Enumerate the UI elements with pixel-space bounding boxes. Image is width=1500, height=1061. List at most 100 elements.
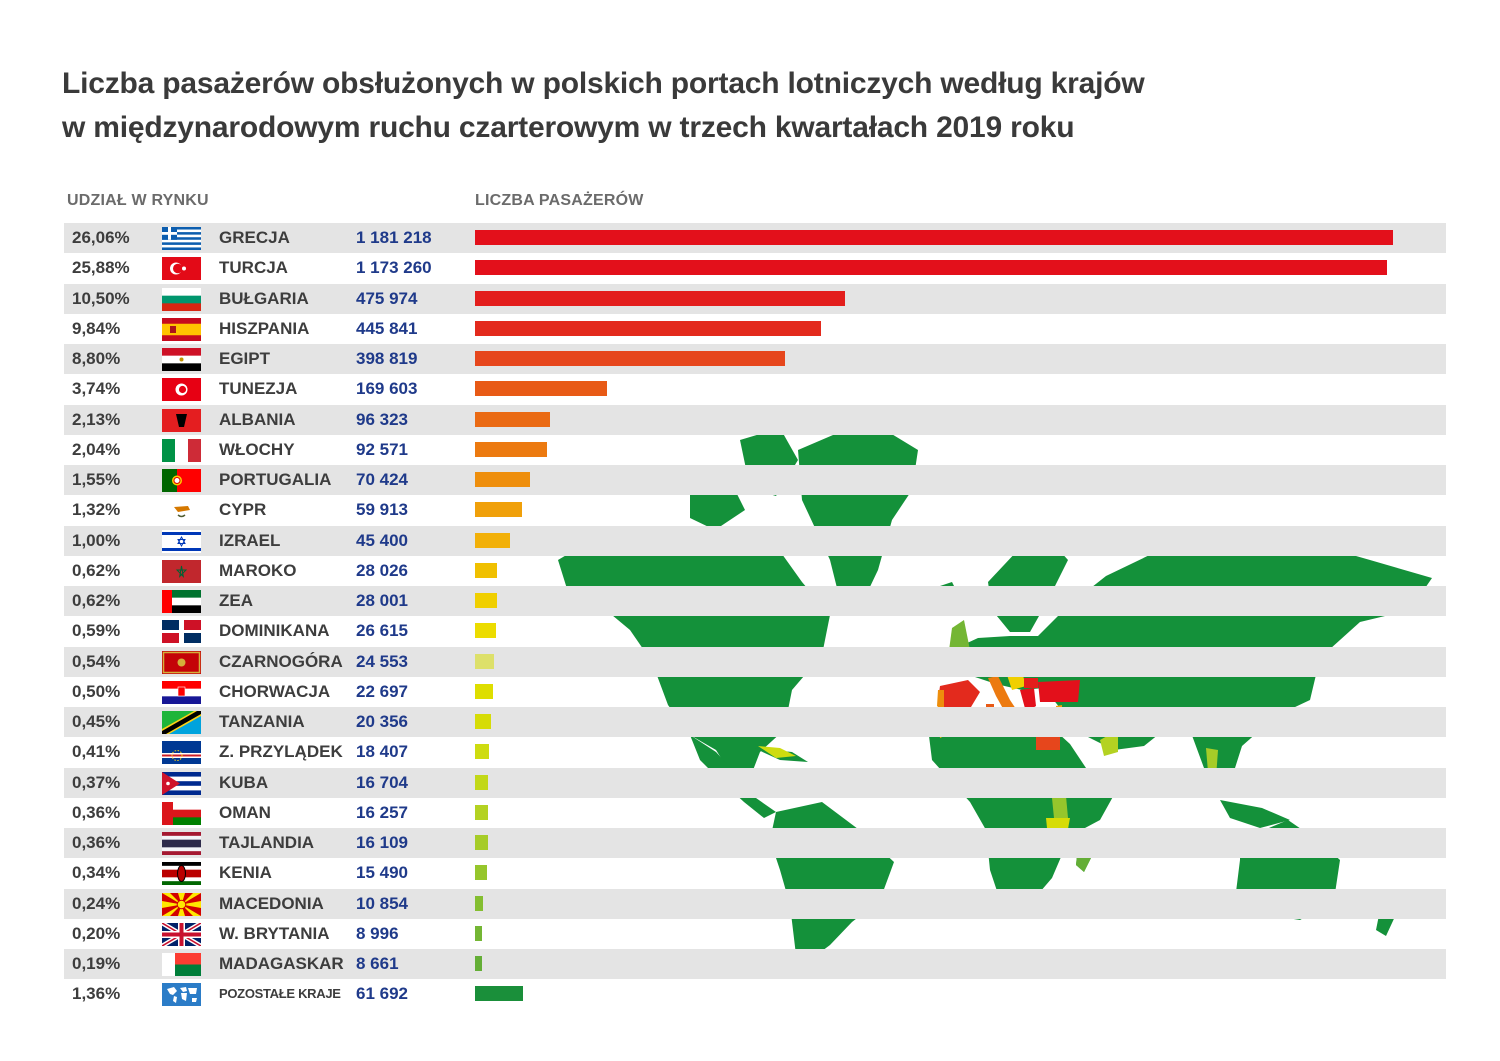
market-share-label: 2,13% (72, 409, 121, 429)
passenger-count-label: 70 424 (356, 470, 408, 489)
market-share-label: 1,00% (72, 530, 121, 550)
world-map-icon (162, 983, 201, 1007)
bar-me (475, 653, 494, 669)
market-share-label: 0,19% (72, 954, 121, 973)
country-label: WŁOCHY (219, 439, 295, 459)
flag-icon-tn (162, 378, 201, 402)
market-share-label: 8,80% (72, 349, 121, 368)
market-share-label: 25,88% (72, 258, 130, 278)
bar-bg (475, 290, 845, 306)
bar-cv (475, 744, 489, 760)
chart-title: Liczba pasażerów obsłużonych w polskich … (62, 62, 1362, 150)
chart-rows: 26,06% GRECJA 1 181 218 25,88% TURCJA 1 173 2… (64, 223, 1446, 1010)
table-row: 0,19% MADAGASKAR 8 661 (64, 949, 1446, 980)
passenger-count-label: 18 407 (356, 742, 408, 762)
table-row: 0,37% KUBA 16 704 (64, 767, 1446, 798)
table-row: 25,88% TURCJA 1 173 260 (64, 253, 1446, 283)
flag-icon-eg (162, 348, 201, 371)
country-label: MADAGASKAR (219, 954, 344, 973)
market-share-label: 3,74% (72, 379, 121, 399)
bar-il (475, 532, 510, 548)
passenger-count-label: 26 615 (356, 621, 408, 641)
flag-icon-mg (162, 953, 201, 976)
country-label: ALBANIA (219, 409, 296, 429)
flag-icon-hr (162, 680, 201, 704)
flag-icon-it (162, 438, 201, 462)
country-label: TAJLANDIA (219, 833, 315, 852)
passenger-count-label: 10 854 (356, 893, 408, 913)
map-iberia (938, 680, 980, 712)
bar-om (475, 804, 488, 820)
market-share-label: 0,50% (72, 681, 121, 701)
market-share-label: 26,06% (72, 228, 130, 247)
bar-cy (475, 502, 522, 518)
table-row: 26,06% GRECJA 1 181 218 (64, 223, 1446, 254)
bar-al (475, 411, 550, 427)
bar-es (475, 320, 821, 336)
passenger-count-label: 28 001 (356, 591, 408, 610)
flag-icon-do (162, 620, 201, 644)
bar-pt (475, 472, 530, 487)
table-row: 1,36% POZOSTAŁE KRAJE 61 692 (64, 979, 1446, 1009)
bar-mk (475, 895, 483, 911)
table-row: 0,50% CHORWACJA 22 697 (64, 677, 1446, 707)
flag-icon-me (162, 650, 201, 674)
map-turkey (1038, 680, 1080, 702)
passenger-count-label: 16 704 (356, 772, 408, 792)
table-row: 0,59% DOMINIKANA 26 615 (64, 616, 1446, 646)
market-share-label: 0,36% (72, 802, 121, 822)
table-row: 0,34% KENIA 15 490 (64, 858, 1446, 888)
market-share-label: 0,45% (72, 712, 121, 731)
title-line-2: w międzynarodowym ruchu czarterowym w tr… (62, 111, 1075, 144)
market-share-label: 0,59% (72, 621, 121, 641)
country-label: MACEDONIA (219, 893, 324, 913)
table-row: 0,20% W. BRYTANIA 8 996 (64, 919, 1446, 949)
country-label: EGIPT (219, 349, 271, 368)
table-row: 0,62% MAROKO 28 026 (64, 556, 1446, 586)
country-label: MAROKO (219, 560, 297, 580)
country-label: Z. PRZYLĄDEK (219, 742, 343, 762)
market-share-label: 0,36% (72, 833, 121, 852)
map-portugal (937, 690, 944, 712)
table-row: 8,80% EGIPT 398 819 (64, 344, 1446, 375)
passenger-count-label: 96 323 (356, 409, 408, 429)
table-row: 0,62% ZEA 28 001 (64, 586, 1446, 617)
flag-icon-pt (162, 469, 201, 492)
flag-icon-cu (162, 771, 201, 795)
passenger-count-label: 20 356 (356, 712, 408, 731)
bar-th (475, 835, 488, 850)
flag-icon-gr (162, 227, 201, 250)
country-label: BUŁGARIA (219, 288, 309, 308)
table-row: 0,54% CZARNOGÓRA 24 553 (64, 646, 1446, 677)
table-row: 3,74% TUNEZJA 169 603 (64, 374, 1446, 404)
market-share-label: 0,20% (72, 923, 121, 943)
country-label: W. BRYTANIA (219, 923, 330, 943)
table-row: 0,36% TAJLANDIA 16 109 (64, 828, 1446, 859)
passenger-count-label: 398 819 (356, 349, 418, 368)
flag-icon-cy (162, 499, 201, 523)
country-label: KENIA (219, 863, 272, 883)
passenger-count-label: 59 913 (356, 500, 408, 520)
flag-icon-om (162, 801, 201, 825)
market-share-label: 1,55% (72, 470, 121, 489)
passenger-count-label: 24 553 (356, 651, 408, 671)
bar-hr (475, 683, 493, 699)
country-label: PORTUGALIA (219, 470, 332, 489)
country-label: ZEA (219, 591, 253, 610)
title-line-1: Liczba pasażerów obsłużonych w polskich … (62, 67, 1145, 100)
bar-gr (475, 230, 1393, 245)
table-row: 0,36% OMAN 16 257 (64, 798, 1446, 828)
table-row: 1,55% PORTUGALIA 70 424 (64, 465, 1446, 496)
map-se-asia-islands (1220, 800, 1290, 828)
header-passenger-count: LICZBA PASAŻERÓW (475, 192, 644, 209)
bar-mg (475, 956, 482, 971)
flag-icon-bg (162, 287, 201, 311)
table-row: 0,41% Z. PRZYLĄDEK 18 407 (64, 737, 1446, 767)
passenger-count-label: 28 026 (356, 560, 408, 580)
country-label: CHORWACJA (219, 681, 331, 701)
market-share-label: 9,84% (72, 318, 121, 338)
country-label: HISZPANIA (219, 318, 310, 338)
table-row: 0,24% MACEDONIA 10 854 (64, 888, 1446, 919)
table-row: 10,50% BUŁGARIA 475 974 (64, 283, 1446, 314)
flag-icon-ae (162, 590, 201, 613)
